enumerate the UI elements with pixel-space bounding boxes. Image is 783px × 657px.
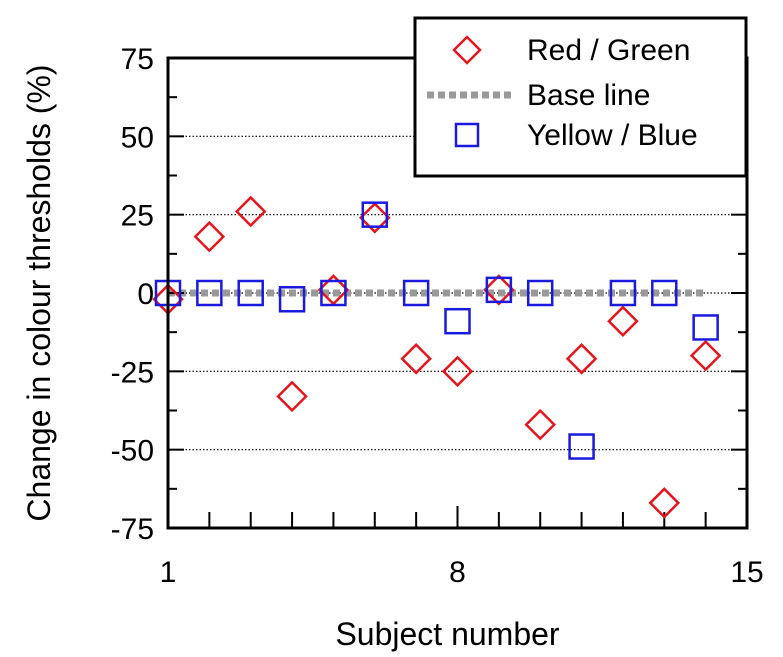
yellow-blue-point: [651, 279, 678, 307]
y-tick-label: -75: [111, 513, 154, 546]
legend-square-marker: [454, 122, 480, 148]
red-green-point: [565, 343, 598, 375]
yellow-blue-point: [692, 314, 719, 341]
red-green-point: [359, 202, 391, 234]
legend-entry-red-green: Red / Green: [527, 34, 690, 67]
x-tick-label: 8: [449, 556, 466, 589]
red-green-point: [441, 355, 474, 388]
red-green-point: [276, 380, 308, 413]
red-green-point: [607, 305, 639, 337]
yellow-blue-series: [154, 201, 719, 460]
red-green-point: [648, 487, 681, 519]
red-green-point: [483, 274, 515, 306]
yellow-blue-point: [196, 279, 223, 307]
y-tick-label: 25: [121, 200, 154, 233]
legend-diamond-icon: [452, 35, 482, 65]
red-green-point: [689, 339, 722, 372]
yellow-blue-point: [609, 279, 637, 307]
yellow-blue-point: [526, 279, 554, 307]
legend-diamond-marker: [452, 35, 482, 65]
yellow-blue-point: [402, 279, 430, 307]
y-tick-label: -25: [111, 356, 154, 389]
yellow-blue-point: [568, 433, 595, 460]
yellow-blue-point: [237, 279, 264, 307]
yellow-blue-point: [444, 307, 471, 335]
legend-box: [413, 16, 748, 178]
red-green-series: [152, 195, 722, 519]
x-axis-label: Subject number: [335, 616, 559, 652]
y-tick-labels: 75 50 25 0 -25 -50 -75: [111, 43, 154, 546]
legend-entry-yellow-blue: Yellow / Blue: [527, 119, 698, 152]
yellow-blue-point: [320, 279, 347, 307]
y-tick-label: 50: [121, 121, 154, 154]
y-tick-label: 75: [121, 43, 154, 76]
red-green-point: [193, 220, 226, 253]
x-tick-labels: 1 8 15: [160, 556, 764, 589]
y-tick-label: -50: [111, 435, 154, 468]
yellow-blue-point: [485, 276, 513, 304]
y-axis-label: Change in colour thresholds (%): [21, 64, 57, 521]
legend: Red / Green Base line Yellow / Blue: [413, 16, 748, 178]
red-green-point: [524, 408, 556, 441]
red-green-point: [400, 343, 432, 375]
legend-square-icon: [454, 122, 480, 148]
yellow-blue-point: [361, 201, 389, 228]
x-tick-label: 1: [160, 556, 177, 589]
yellow-blue-point: [278, 286, 306, 313]
red-green-point: [234, 195, 267, 228]
x-tick-label: 15: [730, 556, 763, 589]
y-tick-label: 0: [137, 278, 154, 311]
legend-entry-base-line: Base line: [527, 79, 650, 112]
